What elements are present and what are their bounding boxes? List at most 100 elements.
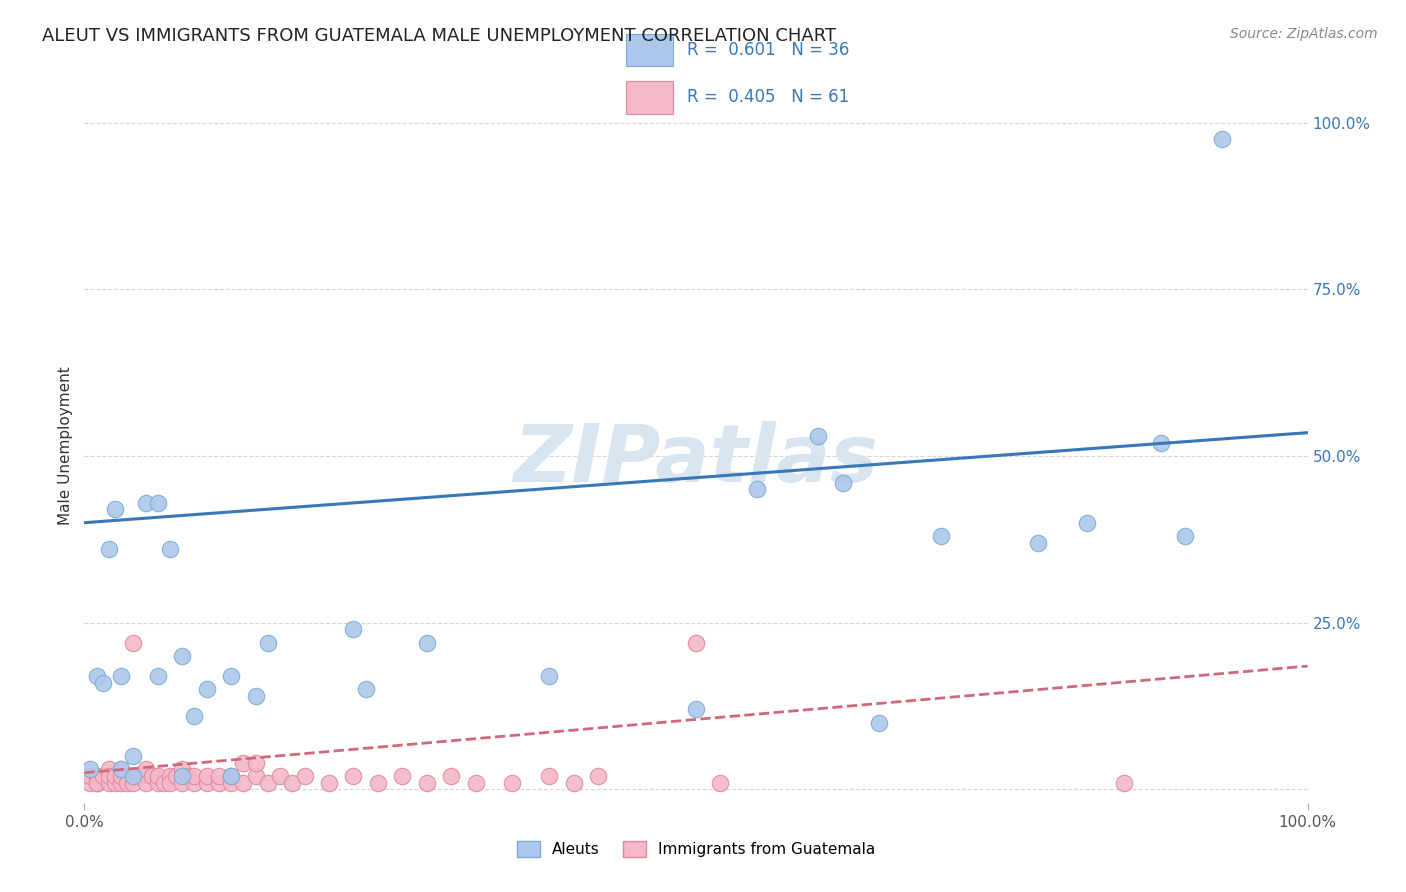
Point xyxy=(219,669,242,683)
Bar xyxy=(626,34,672,66)
Point xyxy=(257,636,280,650)
Point xyxy=(195,776,218,790)
Point xyxy=(416,776,439,790)
Point xyxy=(153,776,176,790)
Y-axis label: Male Unemployment: Male Unemployment xyxy=(58,367,73,525)
Point xyxy=(172,649,194,664)
Point xyxy=(104,776,127,790)
Point xyxy=(79,763,101,777)
Point xyxy=(97,776,120,790)
Point xyxy=(115,776,138,790)
Point xyxy=(807,429,830,443)
Point xyxy=(183,709,205,723)
Point xyxy=(172,769,194,783)
Point xyxy=(269,769,291,783)
Point xyxy=(281,776,304,790)
Point xyxy=(747,483,769,497)
Point xyxy=(159,776,181,790)
Point xyxy=(110,763,132,777)
Point xyxy=(208,776,231,790)
Legend: Aleuts, Immigrants from Guatemala: Aleuts, Immigrants from Guatemala xyxy=(510,835,882,863)
Point xyxy=(159,769,181,783)
Point xyxy=(219,769,242,783)
Point xyxy=(104,502,127,516)
Point xyxy=(245,689,267,703)
Point xyxy=(354,682,377,697)
Point xyxy=(342,623,364,637)
Point xyxy=(146,496,169,510)
Text: ZIPatlas: ZIPatlas xyxy=(513,421,879,500)
Point xyxy=(122,776,145,790)
Point xyxy=(501,776,523,790)
Point xyxy=(929,529,952,543)
Point xyxy=(91,675,114,690)
Point xyxy=(97,542,120,557)
Point xyxy=(245,756,267,770)
Point xyxy=(538,669,561,683)
Point xyxy=(1211,132,1233,146)
Point xyxy=(86,776,108,790)
Point xyxy=(141,769,163,783)
Point xyxy=(79,769,101,783)
Point xyxy=(391,769,413,783)
Point xyxy=(110,763,132,777)
Point xyxy=(416,636,439,650)
Point xyxy=(122,749,145,764)
Point xyxy=(869,715,891,730)
Point xyxy=(1150,435,1173,450)
Point xyxy=(586,769,609,783)
Point xyxy=(294,769,316,783)
Point xyxy=(1076,516,1098,530)
Point xyxy=(208,769,231,783)
Point xyxy=(342,769,364,783)
Point xyxy=(538,769,561,783)
Point xyxy=(122,769,145,783)
Point xyxy=(110,669,132,683)
Point xyxy=(440,769,463,783)
Point xyxy=(562,776,585,790)
Point xyxy=(122,636,145,650)
Point xyxy=(232,776,254,790)
Point xyxy=(79,776,101,790)
Bar xyxy=(626,81,672,113)
Point xyxy=(135,776,157,790)
Point xyxy=(177,769,200,783)
Point xyxy=(97,769,120,783)
Point xyxy=(135,763,157,777)
Point xyxy=(86,776,108,790)
Point xyxy=(195,769,218,783)
Text: R =  0.601   N = 36: R = 0.601 N = 36 xyxy=(688,41,849,59)
Point xyxy=(219,776,242,790)
Point xyxy=(685,636,707,650)
Point xyxy=(183,776,205,790)
Point xyxy=(172,776,194,790)
Point xyxy=(97,763,120,777)
Point xyxy=(219,769,242,783)
Point xyxy=(245,769,267,783)
Point xyxy=(183,769,205,783)
Point xyxy=(257,776,280,790)
Point xyxy=(159,542,181,557)
Point xyxy=(122,769,145,783)
Point xyxy=(367,776,389,790)
Point xyxy=(464,776,486,790)
Point xyxy=(831,475,853,490)
Point xyxy=(128,769,150,783)
Point xyxy=(685,702,707,716)
Point xyxy=(146,776,169,790)
Point xyxy=(110,769,132,783)
Point xyxy=(135,496,157,510)
Text: ALEUT VS IMMIGRANTS FROM GUATEMALA MALE UNEMPLOYMENT CORRELATION CHART: ALEUT VS IMMIGRANTS FROM GUATEMALA MALE … xyxy=(42,27,837,45)
Point xyxy=(172,763,194,777)
Point xyxy=(104,769,127,783)
Point xyxy=(1028,535,1050,549)
Point xyxy=(146,669,169,683)
Point xyxy=(110,776,132,790)
Point xyxy=(232,756,254,770)
Point xyxy=(165,769,187,783)
Text: Source: ZipAtlas.com: Source: ZipAtlas.com xyxy=(1230,27,1378,41)
Point xyxy=(86,769,108,783)
Point xyxy=(146,769,169,783)
Point xyxy=(318,776,340,790)
Point xyxy=(91,769,114,783)
